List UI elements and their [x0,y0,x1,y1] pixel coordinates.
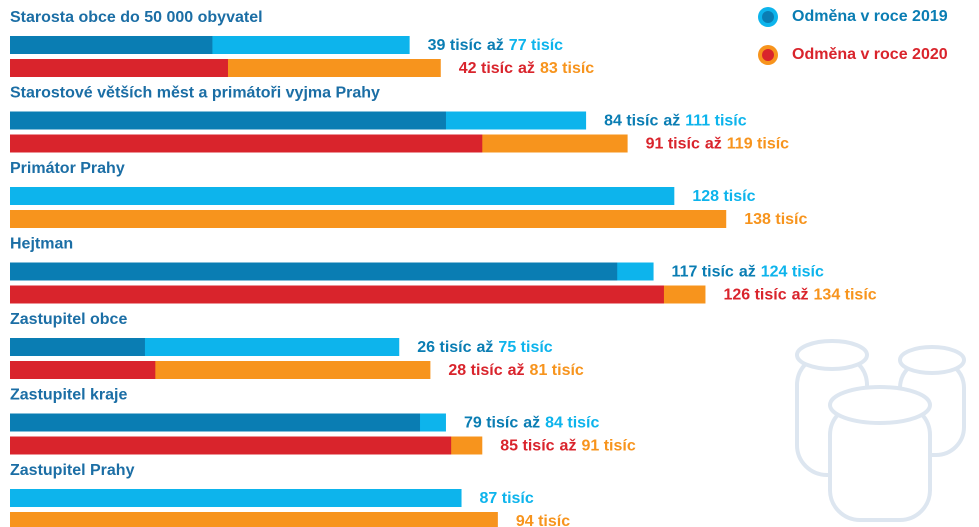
connector: až [739,264,756,281]
bar-min [10,263,617,281]
max-label: 124 tisíc [761,264,824,281]
max-label: 77 tisíc [509,37,563,54]
value-label: 128 tisíc [692,188,755,205]
bar [10,187,674,205]
bar [10,210,726,228]
value-label: 117 tisíc až 124 tisíc [672,264,824,281]
max-label: 87 tisíc [480,490,534,507]
category-label: Primátor Prahy [10,160,125,177]
max-label: 83 tisíc [540,60,594,77]
category-label: Hejtman [10,236,73,253]
connector: až [560,438,577,455]
legend-label: Odměna v roce 2020 [792,46,948,63]
value-label: 84 tisíc až 111 tisíc [604,113,747,130]
max-label: 111 tisíc [685,113,746,130]
max-label: 75 tisíc [498,339,552,356]
min-label: 28 tisíc [448,362,502,379]
bar-min [10,36,212,54]
value-label: 28 tisíc až 81 tisíc [448,362,584,379]
value-label: 87 tisíc [480,490,534,507]
min-label: 42 tisíc [459,60,513,77]
value-label: 91 tisíc až 119 tisíc [646,136,790,153]
bar-min [10,437,451,455]
legend-marker-inner [762,49,774,61]
bar-min [10,59,228,77]
bar-min [10,112,446,130]
min-label: 79 tisíc [464,415,518,432]
bar-min [10,338,145,356]
min-label: 117 tisíc [672,264,734,281]
legend-marker-inner [762,11,774,23]
max-label: 81 tisíc [530,362,584,379]
connector: až [477,339,494,356]
legend-label: Odměna v roce 2019 [792,8,948,25]
category-label: Zastupitel obce [10,311,127,328]
connector: až [792,287,809,304]
max-label: 94 tisíc [516,513,570,527]
value-label: 94 tisíc [516,513,570,527]
min-label: 91 tisíc [646,136,700,153]
chart: Odměna v roce 2019 Odměna v roce 2020 Star… [0,0,979,527]
connector: až [487,37,504,54]
value-label: 42 tisíc až 83 tisíc [459,60,595,77]
max-label: 138 tisíc [744,211,807,228]
category-label: Zastupitel kraje [10,387,127,404]
bar-min [10,361,155,379]
bar [10,512,498,527]
min-label: 84 tisíc [604,113,658,130]
max-label: 119 tisíc [727,136,789,153]
min-label: 126 tisíc [723,287,786,304]
coins-illustration [797,341,964,520]
connector: až [663,113,680,130]
min-label: 39 tisíc [428,37,482,54]
min-label: 26 tisíc [417,339,471,356]
category-label: Starostové větších měst a primátoři vyjm… [10,85,380,102]
value-label: 79 tisíc až 84 tisíc [464,415,600,432]
value-label: 138 tisíc [744,211,807,228]
category-label: Starosta obce do 50 000 obyvatel [10,9,263,26]
value-label: 39 tisíc až 77 tisíc [428,37,564,54]
max-label: 128 tisíc [692,188,755,205]
bar-min [10,414,420,432]
connector: až [523,415,540,432]
bar [10,489,462,507]
max-label: 84 tisíc [545,415,599,432]
bar-min [10,286,664,304]
connector: až [705,136,722,153]
connector: až [518,60,535,77]
value-label: 126 tisíc až 134 tisíc [723,287,876,304]
bar-min [10,135,482,153]
max-label: 134 tisíc [814,287,877,304]
max-label: 91 tisíc [581,438,635,455]
min-label: 85 tisíc [500,438,554,455]
category-label: Zastupitel Prahy [10,462,135,479]
connector: až [508,362,525,379]
